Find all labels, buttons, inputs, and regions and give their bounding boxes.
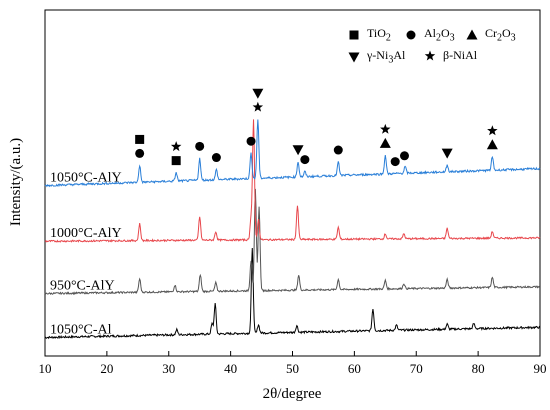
- series-label: 950°C-AlY: [50, 279, 115, 294]
- series-labels: 1050°C-Al 950°C-AlY 1000°C-AlY 1050°C-AlY: [50, 171, 122, 338]
- series-label: 1050°C-AlY: [50, 171, 122, 186]
- square-marker-icon: [135, 134, 145, 144]
- triangle-down-marker-icon: [441, 148, 453, 159]
- x-axis-label: 2θ/degree: [263, 386, 322, 402]
- legend-label: β-NiAl: [443, 48, 478, 62]
- circle-marker-icon: [211, 153, 221, 163]
- circle-marker-icon: [399, 151, 409, 161]
- star-marker-icon: [380, 123, 391, 134]
- x-tick-label: 70: [410, 361, 423, 376]
- star-marker-icon: [424, 50, 436, 60]
- x-tick-label: 80: [472, 361, 485, 376]
- legend-item: γ-Ni3Al: [348, 48, 405, 65]
- circle-marker-icon: [135, 148, 145, 158]
- peak-marker-layer: [135, 88, 498, 167]
- legend-label: Al2O3: [424, 26, 455, 44]
- legend-item: Cr2O3: [466, 26, 516, 43]
- circle-marker-icon: [406, 30, 416, 40]
- circle-legend-icon: [406, 30, 416, 40]
- x-tick-label: 90: [534, 361, 547, 376]
- series-layer: [44, 119, 541, 340]
- xrd-series-line: [44, 119, 541, 188]
- xrd-series-line: [44, 188, 541, 296]
- legend-label: γ-Ni3Al: [367, 48, 406, 66]
- star-marker-icon: [487, 125, 498, 136]
- legend-label: TiO2: [367, 26, 391, 44]
- circle-marker-icon: [333, 145, 343, 155]
- legend-item: Al2O3: [405, 26, 455, 43]
- square-marker-icon: [349, 30, 359, 40]
- triangle-down-marker-icon: [252, 88, 264, 99]
- star-legend-icon: [424, 50, 436, 60]
- circle-marker-icon: [246, 136, 256, 146]
- legend-label: Cr2O3: [485, 26, 516, 44]
- circle-marker-icon: [195, 141, 205, 151]
- star-marker-icon: [170, 141, 182, 152]
- triangle-up-legend-icon: [466, 29, 478, 40]
- triangle-up-marker-icon: [486, 139, 498, 150]
- square-legend-icon: [349, 30, 359, 40]
- series-label: 1000°C-AlY: [50, 226, 122, 241]
- x-tick-label: 60: [348, 361, 361, 376]
- triangle-up-marker-icon: [379, 137, 391, 148]
- triangle-down-legend-icon: [348, 52, 360, 63]
- x-axis-ticks: 10 20 30 40 50 60 70 80 90: [39, 351, 547, 376]
- x-tick-label: 50: [286, 361, 299, 376]
- x-tick-label: 30: [162, 361, 175, 376]
- x-tick-label: 10: [39, 361, 52, 376]
- square-marker-icon: [171, 156, 181, 166]
- x-tick-label: 40: [224, 361, 237, 376]
- legend-item: TiO2: [348, 26, 391, 43]
- star-marker-icon: [252, 101, 264, 112]
- circle-marker-icon: [390, 157, 400, 167]
- x-tick-label: 20: [100, 361, 113, 376]
- triangle-up-marker-icon: [466, 29, 478, 40]
- y-axis-label: Intensity/(a.u.): [8, 138, 24, 226]
- xrd-series-line: [44, 119, 541, 243]
- triangle-down-marker-icon: [292, 145, 304, 156]
- circle-marker-icon: [300, 155, 310, 165]
- xrd-series-line: [44, 248, 541, 340]
- legend-item: β-NiAl: [424, 48, 477, 63]
- series-label: 1050°C-Al: [50, 322, 112, 337]
- triangle-down-marker-icon: [348, 52, 360, 63]
